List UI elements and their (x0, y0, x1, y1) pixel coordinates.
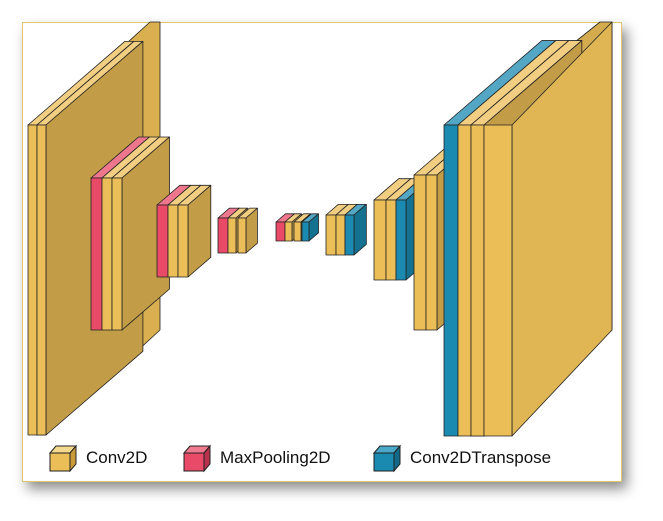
layer-slab-conv2d (177, 184, 212, 278)
cube-icon (48, 444, 78, 473)
cube-icon (182, 444, 212, 473)
layer-slab-conv2d (237, 207, 258, 254)
legend-item-maxpooling2d: MaxPooling2D (182, 440, 331, 476)
legend-item-conv2dtranspose: Conv2DTranspose (372, 440, 551, 476)
legend-label: Conv2DTranspose (410, 448, 552, 467)
layer-slabs (27, 21, 613, 437)
layer-slab-conv2d (483, 21, 613, 437)
layer-slab-conv2dtranspose (344, 203, 367, 256)
legend-item-conv2d: Conv2D (48, 440, 147, 476)
legend-label: Conv2D (86, 448, 148, 467)
cube-icon (372, 444, 402, 473)
layer-slab-conv2dtranspose (301, 213, 319, 242)
layer-slab-conv2d (111, 136, 170, 331)
legend-label: MaxPooling2D (220, 448, 331, 467)
